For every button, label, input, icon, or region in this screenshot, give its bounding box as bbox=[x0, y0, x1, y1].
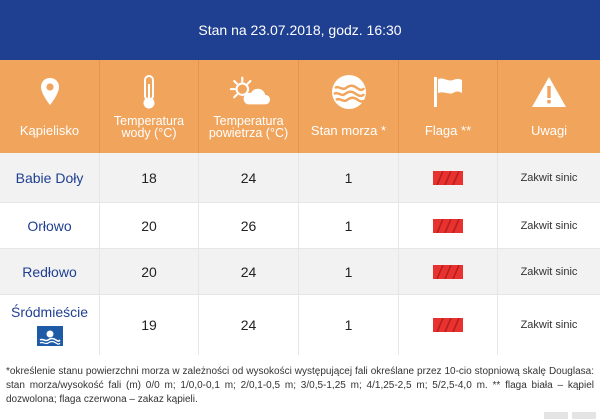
column-sea-state-label: Stan morza * bbox=[310, 123, 387, 138]
column-notes: Uwagi bbox=[498, 60, 600, 153]
flag-cell bbox=[399, 249, 498, 294]
column-beach-label: Kąpielisko bbox=[19, 123, 80, 138]
table-row: Babie Doły 18 24 1 Zakwit sinic bbox=[0, 153, 600, 203]
beach-name[interactable]: Orłowo bbox=[0, 203, 100, 248]
beach-name[interactable]: Redłowo bbox=[0, 249, 100, 294]
beach-name[interactable]: Śródmieście bbox=[10, 304, 89, 320]
note-value: Zakwit sinic bbox=[520, 265, 578, 278]
pagination bbox=[544, 412, 596, 419]
note-value: Zakwit sinic bbox=[520, 219, 578, 232]
column-flag-label: Flaga ** bbox=[424, 123, 472, 138]
column-beach: Kąpielisko bbox=[0, 60, 100, 153]
sea-state-value: 1 bbox=[299, 153, 399, 202]
water-temp-value: 20 bbox=[100, 203, 199, 248]
water-temp-value: 19 bbox=[100, 295, 199, 355]
beach-table: Babie Doły 18 24 1 Zakwit sinic Orłowo 2… bbox=[0, 153, 600, 355]
column-air-temp-label: Temperatura powietrza (°C) bbox=[208, 114, 289, 140]
status-title: Stan na 23.07.2018, godz. 16:30 bbox=[198, 22, 402, 38]
note-value: Zakwit sinic bbox=[520, 319, 578, 331]
air-temp-value: 24 bbox=[199, 153, 299, 202]
column-sea-state: Stan morza * bbox=[299, 60, 399, 153]
water-temp-value: 20 bbox=[100, 249, 199, 294]
thermometer-icon bbox=[127, 72, 171, 112]
red-flag-icon bbox=[433, 170, 463, 185]
air-temp-value: 24 bbox=[199, 295, 299, 355]
note-value: Zakwit sinic bbox=[520, 171, 578, 184]
table-header: Kąpielisko Temperatura wody (°C) Temperat… bbox=[0, 60, 600, 153]
table-row: Redłowo 20 24 1 Zakwit sinic bbox=[0, 249, 600, 295]
air-temp-value: 26 bbox=[199, 203, 299, 248]
beach-name[interactable]: Babie Doły bbox=[0, 153, 100, 202]
column-flag: Flaga ** bbox=[399, 60, 498, 153]
status-header: Stan na 23.07.2018, godz. 16:30 bbox=[0, 0, 600, 60]
sun-cloud-icon bbox=[227, 72, 271, 112]
footnote: *określenie stanu powierzchni morza w za… bbox=[6, 366, 594, 405]
blue-flag-icon bbox=[36, 326, 63, 346]
waves-icon bbox=[327, 72, 371, 112]
location-pin-icon bbox=[28, 72, 72, 112]
air-temp-value: 24 bbox=[199, 249, 299, 294]
red-flag-icon bbox=[433, 318, 463, 332]
table-row: Śródmieście 19 24 1 Zakwit sinic bbox=[0, 295, 600, 355]
column-notes-label: Uwagi bbox=[530, 123, 568, 138]
flag-cell bbox=[399, 295, 498, 355]
sea-state-value: 1 bbox=[299, 249, 399, 294]
page-indicator[interactable] bbox=[544, 412, 568, 419]
column-air-temp: Temperatura powietrza (°C) bbox=[199, 60, 299, 153]
page-indicator[interactable] bbox=[572, 412, 596, 419]
flag-cell bbox=[399, 203, 498, 248]
flag-cell bbox=[399, 153, 498, 202]
beach-name-cell: Śródmieście bbox=[0, 295, 100, 355]
column-water-temp: Temperatura wody (°C) bbox=[100, 60, 199, 153]
sea-state-value: 1 bbox=[299, 203, 399, 248]
warning-icon bbox=[527, 72, 571, 112]
water-temp-value: 18 bbox=[100, 153, 199, 202]
column-water-temp-label: Temperatura wody (°C) bbox=[113, 114, 185, 140]
red-flag-icon bbox=[433, 264, 463, 279]
table-row: Orłowo 20 26 1 Zakwit sinic bbox=[0, 203, 600, 249]
red-flag-icon bbox=[433, 218, 463, 233]
flag-icon bbox=[426, 72, 470, 112]
sea-state-value: 1 bbox=[299, 295, 399, 355]
